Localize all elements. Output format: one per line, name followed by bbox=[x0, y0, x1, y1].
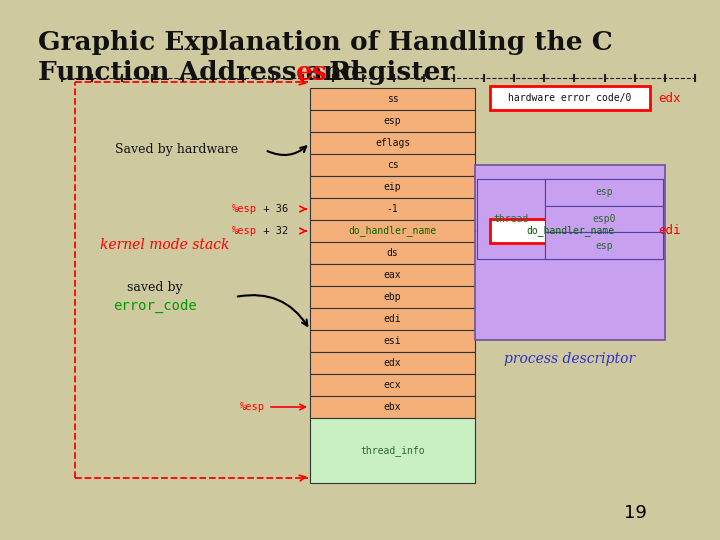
Text: -1: -1 bbox=[387, 204, 398, 214]
Text: eip: eip bbox=[384, 182, 401, 192]
Text: Graphic Explanation of Handling the C: Graphic Explanation of Handling the C bbox=[38, 30, 613, 55]
Bar bbox=[310, 198, 475, 220]
Text: + 32: + 32 bbox=[257, 226, 288, 236]
Text: kernel mode stack: kernel mode stack bbox=[100, 238, 230, 252]
Text: thread_info: thread_info bbox=[360, 445, 425, 456]
Text: + 36: + 36 bbox=[257, 204, 288, 214]
Bar bbox=[310, 286, 475, 308]
Text: esp0: esp0 bbox=[593, 214, 616, 224]
Bar bbox=[545, 232, 663, 259]
Bar bbox=[490, 86, 650, 110]
Text: ecx: ecx bbox=[384, 380, 401, 390]
Bar bbox=[310, 374, 475, 396]
Text: thread: thread bbox=[493, 214, 528, 224]
Bar bbox=[310, 418, 475, 483]
Text: esp: esp bbox=[595, 187, 613, 197]
Bar bbox=[477, 179, 663, 259]
Text: %esp: %esp bbox=[240, 402, 265, 412]
Bar bbox=[545, 206, 663, 232]
Text: do_handler_name: do_handler_name bbox=[526, 226, 614, 237]
Bar bbox=[310, 396, 475, 418]
Text: %esp: %esp bbox=[232, 226, 257, 236]
Text: Function Address and: Function Address and bbox=[38, 60, 369, 85]
Bar bbox=[310, 242, 475, 264]
Text: Saved by hardware: Saved by hardware bbox=[115, 144, 238, 157]
Text: %esp: %esp bbox=[232, 204, 257, 214]
Bar bbox=[310, 88, 475, 110]
Text: eflags: eflags bbox=[375, 138, 410, 148]
Text: ds: ds bbox=[387, 248, 398, 258]
Text: es: es bbox=[296, 60, 328, 85]
Text: edi: edi bbox=[658, 225, 680, 238]
Bar bbox=[310, 132, 475, 154]
Bar bbox=[490, 219, 650, 243]
Text: edi: edi bbox=[384, 314, 401, 324]
Bar bbox=[310, 110, 475, 132]
Bar bbox=[310, 330, 475, 352]
Text: eax: eax bbox=[384, 270, 401, 280]
Bar bbox=[310, 352, 475, 374]
Text: esp: esp bbox=[595, 241, 613, 251]
Text: edx: edx bbox=[384, 358, 401, 368]
Text: ebx: ebx bbox=[384, 402, 401, 412]
Text: do_handler_name: do_handler_name bbox=[348, 226, 436, 237]
Bar bbox=[475, 165, 665, 340]
Text: ebp: ebp bbox=[384, 292, 401, 302]
Bar bbox=[310, 176, 475, 198]
Bar bbox=[310, 154, 475, 176]
Bar bbox=[310, 308, 475, 330]
Bar bbox=[545, 179, 663, 206]
Bar bbox=[310, 220, 475, 242]
Text: Register: Register bbox=[320, 60, 454, 85]
Text: saved by: saved by bbox=[127, 281, 183, 294]
Text: edx: edx bbox=[658, 91, 680, 105]
Text: esp: esp bbox=[384, 116, 401, 126]
Text: ss: ss bbox=[387, 94, 398, 104]
Text: esi: esi bbox=[384, 336, 401, 346]
Text: 19: 19 bbox=[624, 504, 647, 522]
Text: hardware error code/0: hardware error code/0 bbox=[508, 93, 631, 103]
Bar bbox=[310, 264, 475, 286]
Text: error_code: error_code bbox=[113, 299, 197, 313]
Text: process descriptor: process descriptor bbox=[505, 352, 636, 366]
Text: cs: cs bbox=[387, 160, 398, 170]
